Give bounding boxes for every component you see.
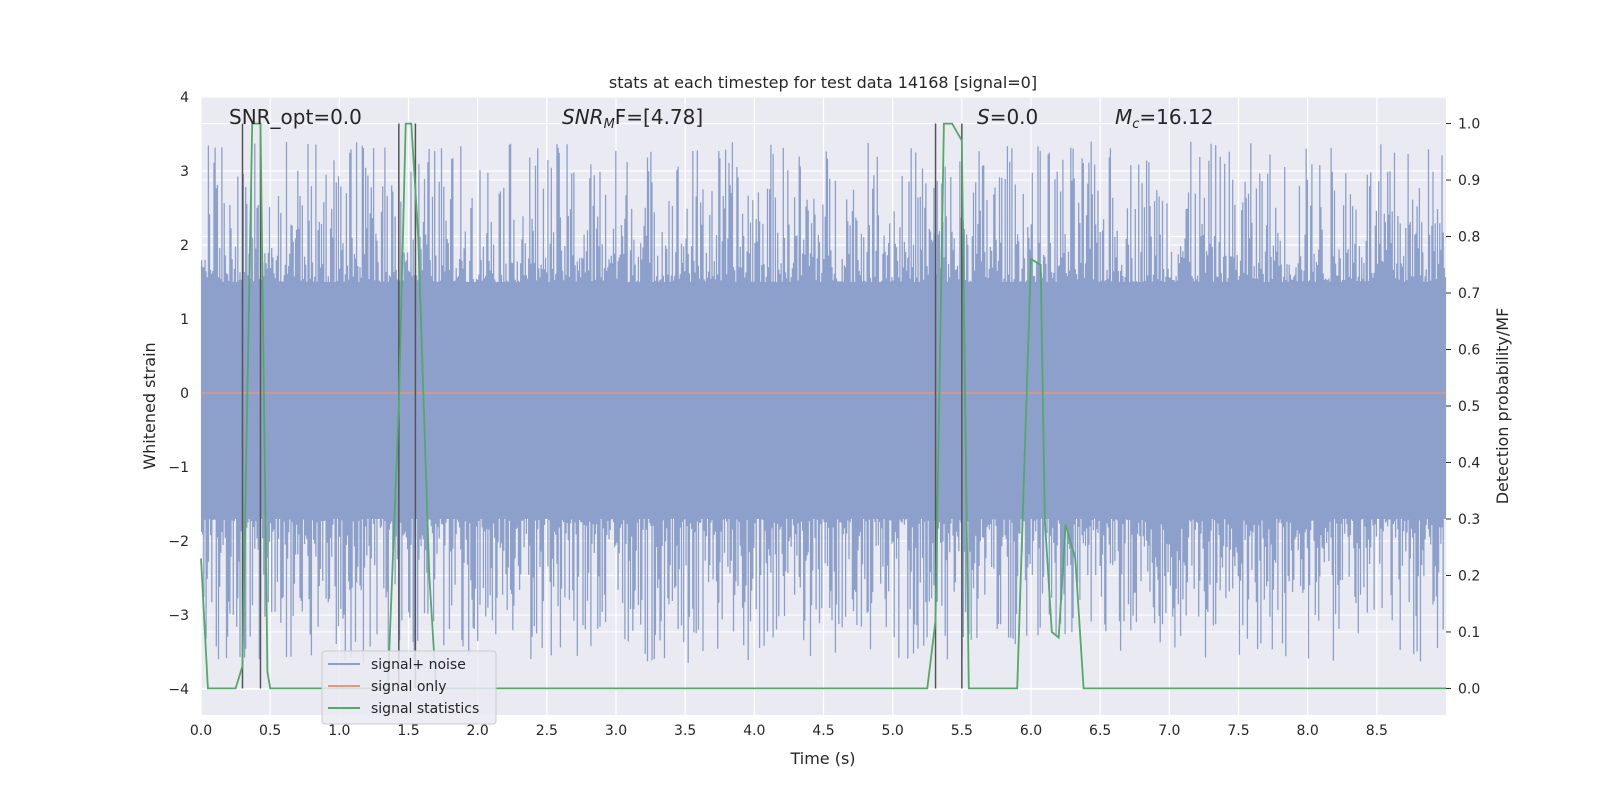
- x-tick-label: 2.5: [536, 723, 558, 739]
- y-right-tick-label: 1.0: [1458, 117, 1480, 133]
- x-tick-label: 6.0: [1020, 723, 1042, 739]
- y-left-tick-label: 1: [180, 312, 189, 328]
- x-tick-label: 5.5: [951, 723, 973, 739]
- y-right-tick-label: 0.9: [1458, 173, 1480, 189]
- x-tick-label: 0.0: [190, 723, 212, 739]
- noise-trace: [200, 141, 1447, 663]
- y-right-tick-label: 0.0: [1458, 681, 1480, 697]
- y-right-tick-label: 0.1: [1458, 625, 1480, 641]
- x-tick-label: 7.5: [1227, 723, 1249, 739]
- snr-mf-rest: F=[4.78]: [615, 105, 703, 129]
- x-tick-label: 8.0: [1297, 723, 1319, 739]
- y-right-tick-label: 0.2: [1458, 568, 1480, 584]
- y-left-tick-label: 0: [180, 386, 189, 402]
- annotation-s: S=0.0: [977, 105, 1038, 129]
- y-left-tick-label: 3: [180, 164, 189, 180]
- s-main: S: [977, 105, 990, 129]
- legend-label-noise: signal+ noise: [371, 657, 466, 673]
- y-left-tick-label: −4: [168, 682, 189, 698]
- y-right-tick-label: 0.3: [1458, 512, 1480, 528]
- x-tick-label: 6.5: [1089, 723, 1111, 739]
- annotation-snr-mf: SNRMF=[4.78]: [562, 105, 703, 132]
- mc-main: M: [1115, 105, 1132, 129]
- y-axis-right-label: Detection probability/MF: [1493, 308, 1512, 505]
- x-tick-label: 2.0: [467, 723, 489, 739]
- y-left-tick-label: 4: [180, 90, 189, 106]
- y-right-tick-label: 0.7: [1458, 286, 1480, 302]
- y-left-tick-label: 2: [180, 238, 189, 254]
- x-axis-ticks: 0.0 0.5 1.0 1.5 2.0 2.5 3.0 3.5 4.0 4.5 5.0 5.5 6.0 6…: [190, 723, 1388, 739]
- legend-label-stats: signal statistics: [371, 701, 479, 717]
- y-axis-right-ticks: 1.0 0.9 0.8 0.7 0.6 0.5 0.4 0.3 0.2 0.1 0.0: [1446, 117, 1480, 697]
- x-tick-label: 3.5: [674, 723, 696, 739]
- legend-box: [321, 650, 497, 725]
- signal-noise-series: [200, 141, 1447, 663]
- annotation-mc: Mc=16.12: [1115, 105, 1213, 132]
- s-rest: =0.0: [990, 105, 1039, 129]
- y-right-tick-label: 0.6: [1458, 343, 1480, 359]
- x-axis-label: Time (s): [789, 749, 855, 768]
- x-tick-label: 1.5: [397, 723, 419, 739]
- y-left-tick-label: −2: [168, 534, 189, 550]
- y-right-tick-label: 0.4: [1458, 455, 1480, 471]
- mc-rest: =16.12: [1139, 105, 1213, 129]
- y-right-tick-label: 0.5: [1458, 399, 1480, 415]
- signal-statistics-line: [200, 122, 1446, 690]
- signal-statistics-series: [200, 122, 1446, 690]
- y-left-tick-label: −3: [168, 608, 189, 624]
- x-tick-label: 3.0: [605, 723, 627, 739]
- chart-title: stats at each timestep for test data 141…: [609, 73, 1037, 92]
- y-left-tick-label: −1: [168, 460, 189, 476]
- x-tick-label: 0.5: [259, 723, 281, 739]
- y-axis-left-label: Whitened strain: [140, 342, 159, 469]
- x-tick-label: 1.0: [328, 723, 350, 739]
- mc-sub: c: [1132, 117, 1139, 132]
- x-tick-label: 4.0: [743, 723, 765, 739]
- y-axis-left-ticks: 4 3 2 1 0 −1 −2 −3 −4: [168, 90, 189, 698]
- snr-mf-sub: M: [604, 117, 615, 132]
- legend: signal+ noise signal only signal statist…: [321, 650, 497, 725]
- x-tick-label: 5.0: [882, 723, 904, 739]
- x-tick-label: 4.5: [812, 723, 834, 739]
- x-tick-label: 8.5: [1366, 723, 1388, 739]
- x-tick-label: 7.0: [1158, 723, 1180, 739]
- legend-label-signal: signal only: [371, 679, 446, 695]
- annotation-snr-opt: SNR_opt=0.0: [229, 105, 362, 129]
- snr-mf-main: SNR: [562, 105, 604, 129]
- y-right-tick-label: 0.8: [1458, 230, 1480, 246]
